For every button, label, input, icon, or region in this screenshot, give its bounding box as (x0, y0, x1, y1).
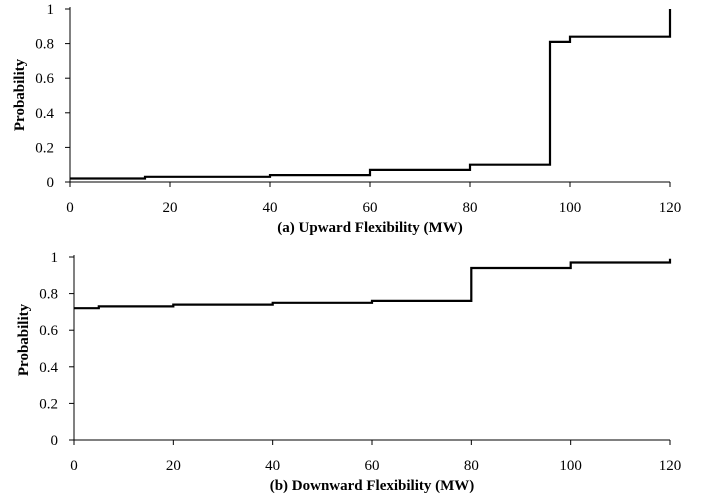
y-tick-label: 1 (51, 250, 59, 266)
y-tick-label: 0.6 (39, 323, 58, 339)
x-tick-label: 80 (464, 458, 479, 474)
upward-flexibility-step-line (70, 9, 672, 180)
y-tick-label: 0 (51, 433, 59, 449)
x-tick-label: 120 (659, 200, 682, 216)
x-tick-label: 0 (66, 200, 74, 216)
y-tick-label: 0.4 (39, 360, 58, 376)
y-tick-label: 0.4 (35, 106, 54, 122)
tick-group: 0 20 40 60 80 100 120 0 0.2 0.4 0.6 0.8 1 (39, 250, 681, 474)
x-tick-label: 20 (166, 458, 181, 474)
x-tick-label: 20 (163, 200, 178, 216)
y-tick-label: 0.8 (39, 287, 58, 303)
x-tick-label: 120 (659, 458, 682, 474)
y-tick-label: 0.2 (35, 140, 54, 156)
downward-flexibility-step-line (74, 258, 672, 310)
x-axis-label: (b) Downward Flexibility (MW) (270, 478, 475, 494)
y-tick-label: 1 (47, 2, 55, 18)
y-tick-label: 0.6 (35, 71, 54, 87)
x-tick-label: 100 (559, 458, 582, 474)
x-tick-label: 60 (363, 200, 378, 216)
x-tick-label: 40 (263, 200, 278, 216)
chart-panel-upward: 0 20 40 60 80 100 120 0 0.2 0.4 0.6 0.8 1 (a) Upward… (12, 2, 681, 236)
y-tick-label: 0.2 (39, 396, 58, 412)
y-tick-label: 0 (47, 175, 55, 191)
chart-panel-downward: 0 20 40 60 80 100 120 0 0.2 0.4 0.6 0.8 1 (b) Downwa… (16, 250, 681, 494)
y-axis-label: Probability (12, 58, 28, 131)
x-tick-label: 80 (463, 200, 478, 216)
x-axis-label: (a) Upward Flexibility (MW) (277, 220, 462, 236)
x-tick-label: 0 (70, 458, 78, 474)
x-tick-label: 100 (559, 200, 582, 216)
x-tick-label: 40 (265, 458, 280, 474)
tick-group: 0 20 40 60 80 100 120 0 0.2 0.4 0.6 0.8 1 (35, 2, 681, 216)
x-tick-label: 60 (365, 458, 380, 474)
y-axis-label: Probability (16, 303, 32, 376)
y-tick-label: 0.8 (35, 37, 54, 53)
